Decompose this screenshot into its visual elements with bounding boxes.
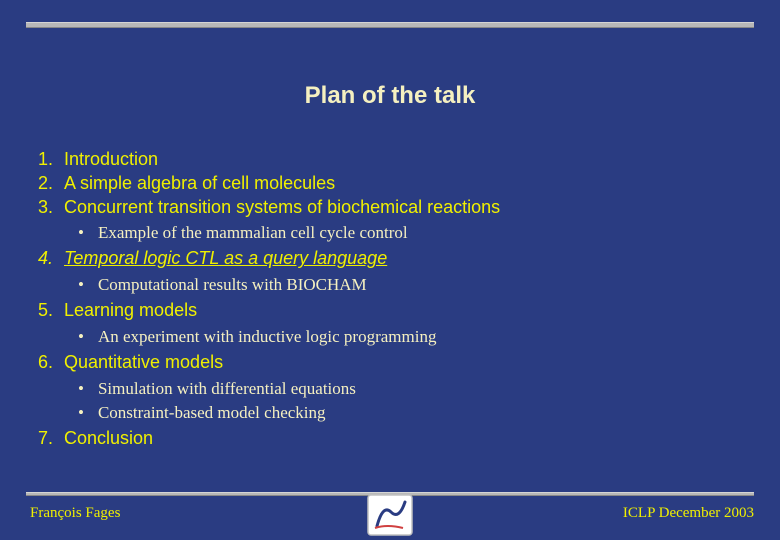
outline-sublist: Example of the mammalian cell cycle cont… [78, 221, 750, 245]
outline-sublist: An experiment with inductive logic progr… [78, 325, 750, 349]
item-number: 7. [38, 427, 64, 451]
footer-author: François Fages [30, 505, 120, 522]
item-text: Conclusion [64, 428, 153, 448]
outline-list: 1.Introduction2.A simple algebra of cell… [30, 148, 750, 451]
item-number: 5. [38, 299, 64, 323]
outline-subitem: Computational results with BIOCHAM [78, 273, 750, 297]
outline-item: 4.Temporal logic CTL as a query language [30, 247, 750, 271]
outline-subitem: Example of the mammalian cell cycle cont… [78, 221, 750, 245]
item-number: 6. [38, 351, 64, 375]
outline-subitem: An experiment with inductive logic progr… [78, 325, 750, 349]
item-text: Concurrent transition systems of biochem… [64, 197, 500, 217]
outline-item: 5.Learning models [30, 299, 750, 323]
slide-title: Plan of the talk [0, 82, 780, 110]
item-text: Temporal logic CTL as a query language [64, 248, 387, 268]
outline-item: 2.A simple algebra of cell molecules [30, 172, 750, 196]
item-text: A simple algebra of cell molecules [64, 173, 335, 193]
outline-item: 1.Introduction [30, 148, 750, 172]
item-text: Quantitative models [64, 352, 223, 372]
slide-body: 1.Introduction2.A simple algebra of cell… [30, 148, 750, 451]
outline-subitem: Constraint-based model checking [78, 401, 750, 425]
top-divider [26, 22, 754, 28]
item-number: 1. [38, 148, 64, 172]
outline-sublist: Simulation with differential equationsCo… [78, 377, 750, 425]
outline-subitem: Simulation with differential equations [78, 377, 750, 401]
outline-sublist: Computational results with BIOCHAM [78, 273, 750, 297]
item-text: Learning models [64, 300, 197, 320]
item-number: 4. [38, 247, 64, 271]
item-number: 2. [38, 172, 64, 196]
item-text: Introduction [64, 149, 158, 169]
outline-item: 7.Conclusion [30, 427, 750, 451]
outline-item: 3.Concurrent transition systems of bioch… [30, 196, 750, 220]
footer-venue: ICLP December 2003 [623, 505, 754, 522]
logo-icon [367, 494, 413, 536]
item-number: 3. [38, 196, 64, 220]
outline-item: 6.Quantitative models [30, 351, 750, 375]
